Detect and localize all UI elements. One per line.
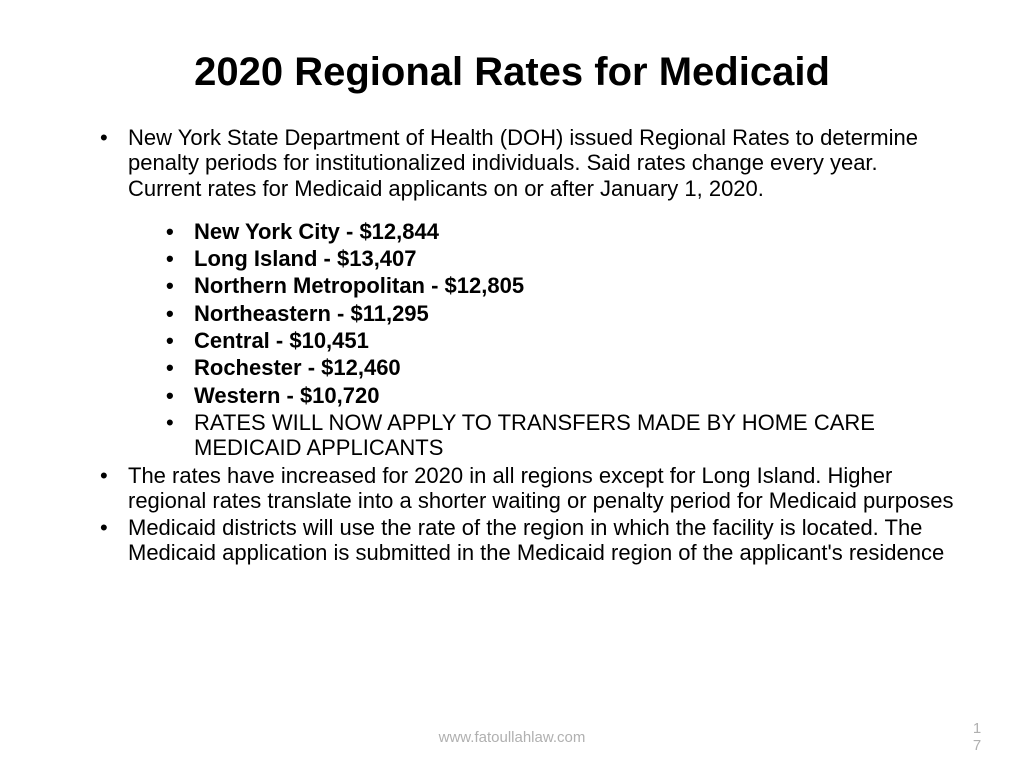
para3-bullet: Medicaid districts will use the rate of … — [100, 515, 954, 566]
slide-content: New York State Department of Health (DOH… — [70, 125, 954, 566]
footer-url: www.fatoullahlaw.com — [0, 729, 1024, 746]
para2-bullet: The rates have increased for 2020 in all… — [100, 463, 954, 514]
rates-list: New York City - $12,844 Long Island - $1… — [128, 219, 954, 461]
rate-item: Northeastern - $11,295 — [166, 301, 954, 326]
page-digit-1: 1 — [970, 721, 984, 738]
page-digit-2: 7 — [970, 738, 984, 755]
rates-note: RATES WILL NOW APPLY TO TRANSFERS MADE B… — [166, 410, 954, 461]
slide: 2020 Regional Rates for Medicaid New Yor… — [0, 0, 1024, 768]
intro-bullet: New York State Department of Health (DOH… — [100, 125, 954, 461]
outer-list: New York State Department of Health (DOH… — [70, 125, 954, 566]
rate-item: Central - $10,451 — [166, 328, 954, 353]
rate-item: Northern Metropolitan - $12,805 — [166, 273, 954, 298]
rate-item: Long Island - $13,407 — [166, 246, 954, 271]
rate-item: New York City - $12,844 — [166, 219, 954, 244]
slide-title: 2020 Regional Rates for Medicaid — [70, 50, 954, 95]
rate-item: Rochester - $12,460 — [166, 355, 954, 380]
rate-item: Western - $10,720 — [166, 383, 954, 408]
page-number: 1 7 — [970, 721, 984, 754]
intro-text: New York State Department of Health (DOH… — [128, 125, 918, 201]
